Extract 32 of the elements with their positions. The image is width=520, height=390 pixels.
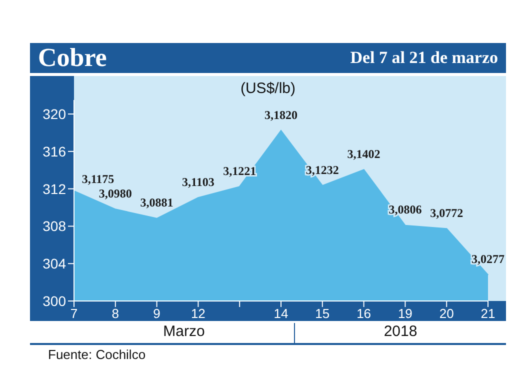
text: Marzo: [74, 323, 295, 343]
y-tick-label: 304: [42, 256, 66, 272]
y-tick-label: 320: [42, 106, 66, 122]
x-tick-label: 7: [70, 306, 78, 322]
data-label: 3,0772: [430, 206, 464, 220]
text: 2018: [382, 323, 418, 342]
x-tick-label: 14: [274, 306, 288, 322]
x-tick-label: 12: [190, 306, 206, 322]
y-tick-label: 300: [42, 292, 66, 309]
y-axis-title: (US$/lb): [239, 80, 296, 97]
x-tick-label: 19: [398, 306, 412, 322]
x-tick-label: 21: [480, 306, 496, 322]
data-label: 3,1820: [264, 108, 298, 122]
data-label: 3,1103: [182, 174, 214, 189]
x-tick-label: 16: [356, 306, 372, 322]
data-label: 3,1175: [82, 172, 114, 186]
x-tick-label: 20: [439, 306, 454, 322]
y-tick-label: 316: [42, 143, 66, 160]
y-tick-label: 308: [42, 218, 66, 234]
source-note: Fuente: Cochilco: [48, 347, 146, 362]
data-label: 3,0881: [140, 196, 174, 210]
x-tick-label: 8: [112, 306, 120, 322]
x-tick-label: 15: [315, 306, 330, 322]
y-tick-label: 312: [42, 180, 66, 197]
x-tick-label: 9: [153, 306, 160, 322]
chart-subtitle: Del 7 al 21 de marzo: [350, 48, 498, 68]
data-label: 3,0980: [98, 186, 132, 200]
data-label: 3,1402: [347, 146, 380, 161]
data-label: 3,1221: [223, 164, 256, 178]
chart-title: Cobre: [38, 43, 107, 73]
data-label: 3,0277: [472, 252, 504, 266]
data-label: 3,1232: [306, 162, 339, 177]
